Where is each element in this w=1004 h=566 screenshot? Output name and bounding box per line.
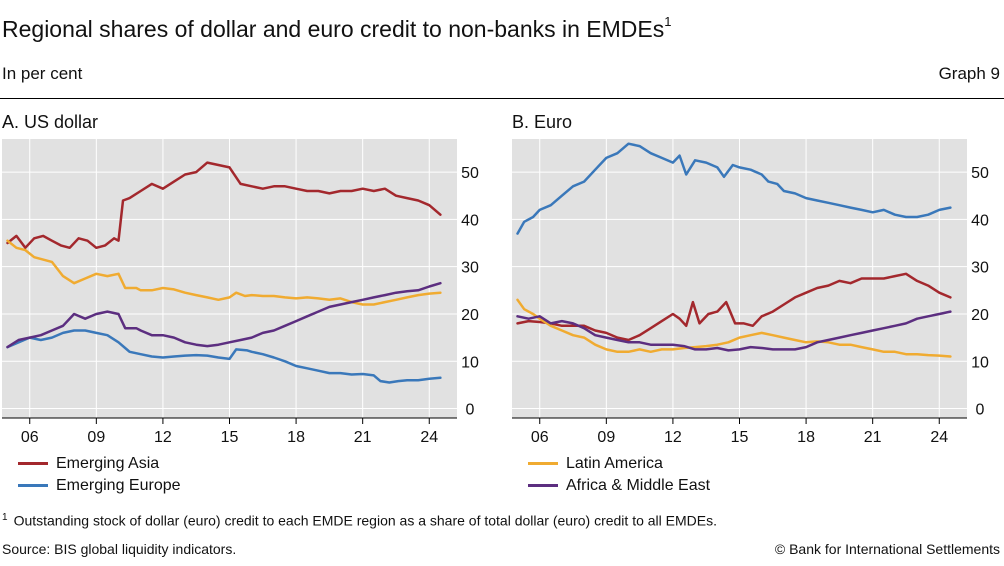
panel-a-chart: 0 10 20 30 40 50 06 09 12 15 18 21 24 bbox=[2, 139, 479, 446]
legend-item-emerging-asia: Emerging Asia bbox=[18, 455, 159, 473]
series-line-emerging-asia bbox=[6, 161, 442, 250]
graph-number: Graph 9 bbox=[938, 64, 1000, 83]
y-tick-label: 50 bbox=[971, 165, 989, 182]
chart-title-text: Regional shares of dollar and euro credi… bbox=[2, 16, 665, 42]
legend-swatch-latin-america bbox=[528, 462, 558, 466]
y-tick-label: 0 bbox=[976, 402, 985, 419]
series-line-latin-america bbox=[6, 239, 442, 306]
y-tick-label: 50 bbox=[461, 165, 479, 182]
y-tick-label: 10 bbox=[461, 354, 479, 371]
series-line-emerging-asia bbox=[516, 272, 952, 342]
y-tick-label: 30 bbox=[461, 260, 479, 277]
legend-label-latin-america: Latin America bbox=[566, 455, 663, 472]
series-line-africa-middle-east bbox=[6, 281, 442, 349]
panel-a-title: A. US dollar bbox=[2, 112, 99, 132]
x-tick-label: 24 bbox=[930, 429, 948, 446]
x-tick-label: 18 bbox=[797, 429, 815, 446]
y-tick-label: 40 bbox=[971, 212, 989, 229]
x-tick-label: 18 bbox=[287, 429, 305, 446]
legend-label-emerging-asia: Emerging Asia bbox=[56, 455, 160, 472]
chart-subtitle: In per cent bbox=[2, 64, 83, 83]
series-line-latin-america bbox=[516, 298, 952, 358]
x-tick-label: 21 bbox=[864, 429, 882, 446]
panel-b-chart: 0 10 20 30 40 50 06 09 12 15 18 21 24 bbox=[512, 139, 989, 446]
series-line-emerging-europe bbox=[6, 329, 442, 384]
x-tick-label: 06 bbox=[21, 429, 39, 446]
y-tick-label: 10 bbox=[971, 354, 989, 371]
y-tick-label: 20 bbox=[461, 307, 479, 324]
legend-label-emerging-europe: Emerging Europe bbox=[56, 477, 181, 494]
series-line-africa-middle-east bbox=[516, 310, 952, 352]
legend-label-africa-middle-east: Africa & Middle East bbox=[566, 477, 711, 494]
chart-title: Regional shares of dollar and euro credi… bbox=[2, 14, 672, 43]
legend-swatch-africa-middle-east bbox=[528, 484, 558, 488]
source-note: Source: BIS global liquidity indicators. bbox=[2, 541, 237, 557]
y-tick-label: 20 bbox=[971, 307, 989, 324]
x-tick-label: 09 bbox=[87, 429, 105, 446]
x-tick-label: 15 bbox=[731, 429, 749, 446]
series-line-emerging-europe bbox=[516, 142, 952, 235]
x-tick-label: 24 bbox=[420, 429, 438, 446]
x-tick-label: 15 bbox=[221, 429, 239, 446]
legend-swatch-emerging-asia bbox=[18, 462, 48, 466]
legend-item-emerging-europe: Emerging Europe bbox=[18, 477, 181, 495]
x-tick-label: 09 bbox=[597, 429, 615, 446]
footnote: 1 Outstanding stock of dollar (euro) cred… bbox=[2, 512, 717, 529]
legend-swatch-emerging-europe bbox=[18, 484, 48, 488]
y-tick-label: 30 bbox=[971, 260, 989, 277]
x-tick-label: 12 bbox=[154, 429, 172, 446]
y-tick-label: 40 bbox=[461, 212, 479, 229]
x-tick-label: 12 bbox=[664, 429, 682, 446]
header-rule bbox=[0, 98, 1004, 99]
footnote-text: Outstanding stock of dollar (euro) credi… bbox=[13, 512, 717, 529]
x-tick-label: 21 bbox=[354, 429, 372, 446]
legend-item-africa-middle-east: Africa & Middle East bbox=[528, 477, 710, 495]
panel-b-title: B. Euro bbox=[512, 112, 573, 132]
legend-item-latin-america: Latin America bbox=[528, 455, 663, 473]
title-footnote-mark: 1 bbox=[664, 14, 672, 30]
copyright-note: © Bank for International Settlements bbox=[774, 541, 1000, 557]
footnote-mark: 1 bbox=[2, 512, 8, 523]
y-tick-label: 0 bbox=[466, 402, 475, 419]
x-tick-label: 06 bbox=[531, 429, 549, 446]
